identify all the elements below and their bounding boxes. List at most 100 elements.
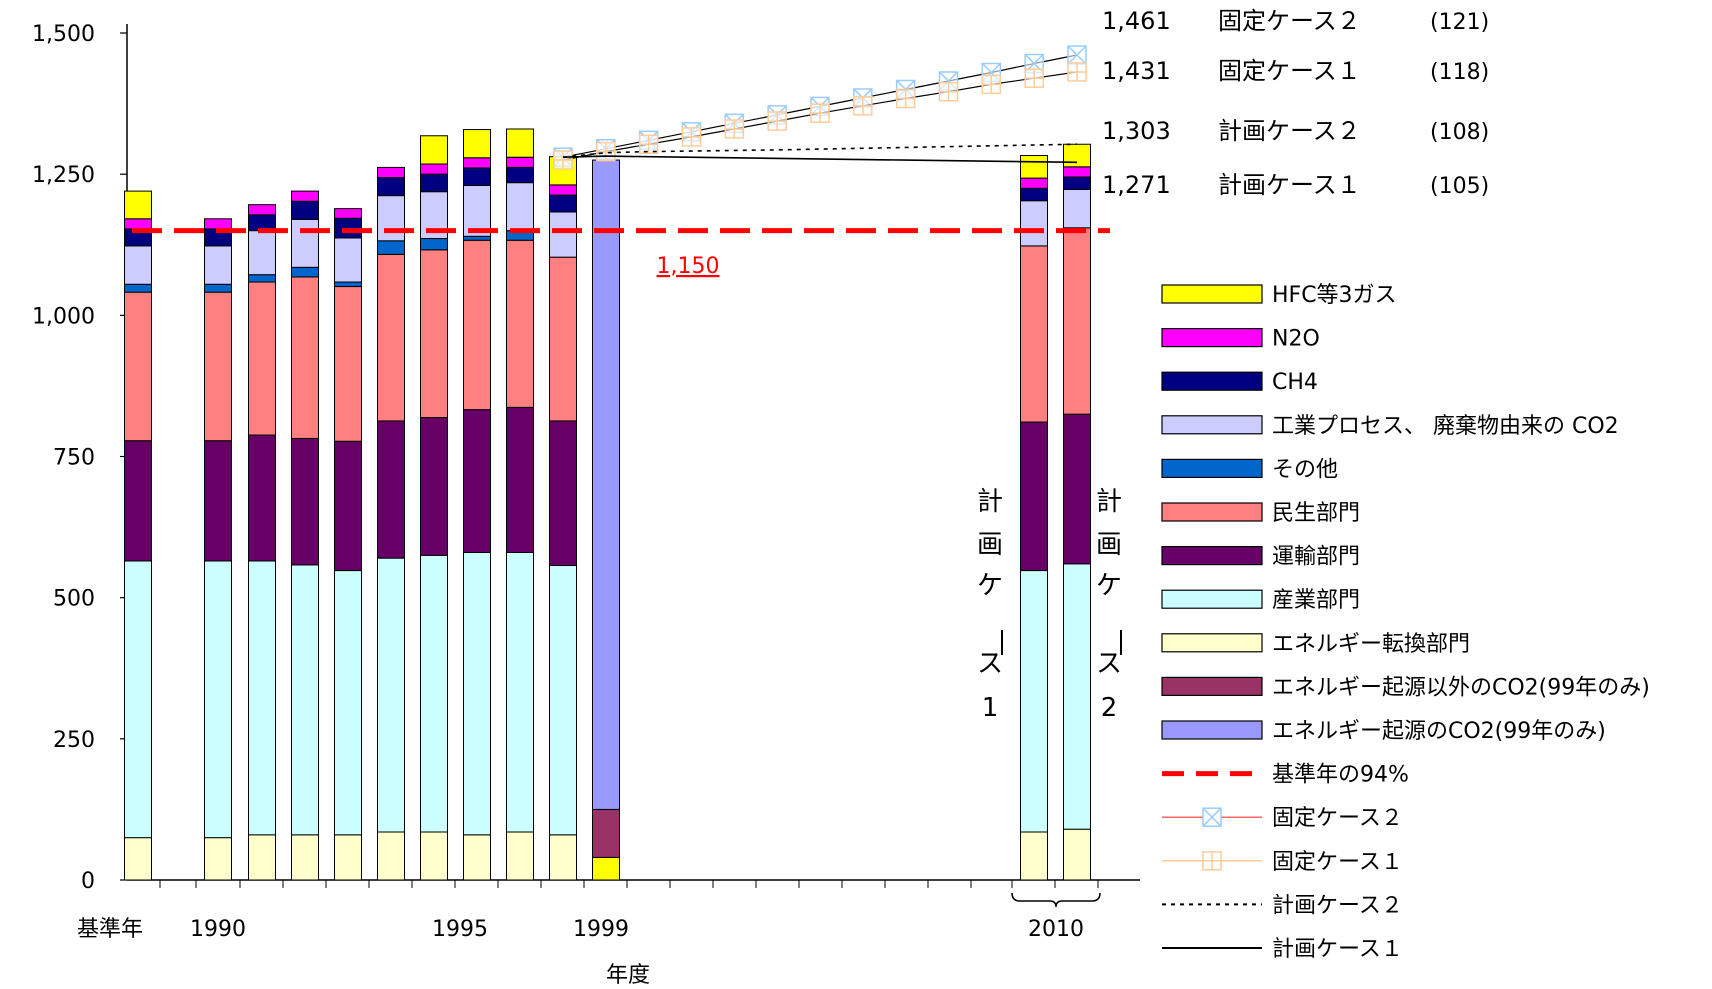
legend-swatch-marker xyxy=(1202,807,1222,827)
bar-segment xyxy=(506,166,534,184)
bar-segment xyxy=(1063,828,1091,881)
bar-segment xyxy=(592,856,620,881)
bar-segment xyxy=(420,173,448,193)
vertical-label-char: 2 xyxy=(1101,693,1118,723)
projection-marker-plus xyxy=(811,104,829,123)
legend-label: エネルギー転換部門 xyxy=(1272,632,1470,657)
bar-segment xyxy=(1020,421,1048,572)
projection-marker-plus xyxy=(725,119,744,138)
legend-swatch xyxy=(1161,633,1263,653)
bar-segment xyxy=(506,182,534,232)
legend-label: 固定ケース１ xyxy=(1272,850,1403,875)
case-index-label: (118) xyxy=(1430,60,1489,85)
bar-segment xyxy=(549,256,577,422)
bar-segment xyxy=(291,564,319,836)
bar-segment xyxy=(334,834,362,881)
vertical-label-char: ス xyxy=(1096,649,1122,679)
bar-segment xyxy=(463,409,491,553)
bar-segment xyxy=(291,276,319,439)
bar-segment xyxy=(420,163,448,175)
bar-segment xyxy=(291,190,319,202)
vertical-label-char: 画 xyxy=(1096,530,1122,560)
bar-segment xyxy=(1063,188,1091,229)
bar-segment xyxy=(248,434,276,562)
bar-segment xyxy=(204,837,232,881)
bar-segment xyxy=(334,570,362,836)
bar-segment xyxy=(420,417,448,556)
projection-marker-plus xyxy=(596,142,615,161)
legend: HFC等3ガス N2O CH4 工業プロセス、 廃棄物由来の CO2 その他民生部門運輸… xyxy=(1161,283,1650,962)
bar-segment xyxy=(291,437,319,566)
projection-marker-plus xyxy=(896,89,915,108)
bar-segment xyxy=(1020,245,1048,423)
bar-segment xyxy=(463,239,491,411)
bar-segment xyxy=(291,834,319,881)
bar-segment xyxy=(463,551,491,836)
bar-segment xyxy=(377,557,405,833)
bar-segment xyxy=(248,281,276,436)
legend-label: 基準年の94% xyxy=(1272,763,1409,788)
end-value-label: 1,271 xyxy=(1102,171,1171,199)
bar-segment xyxy=(377,177,405,197)
bar-segment xyxy=(506,406,534,553)
reference-line-label: 1,150 xyxy=(657,254,720,279)
y-tick-label: 1,250 xyxy=(32,163,95,188)
bar-segment xyxy=(291,218,319,268)
bar-segment xyxy=(204,440,232,562)
legend-swatch xyxy=(1161,502,1263,522)
bar-segment xyxy=(334,237,362,283)
projection-marker-plus xyxy=(939,82,958,101)
bar-segment xyxy=(549,211,577,258)
bar-segment xyxy=(334,281,362,288)
bar-segment xyxy=(377,253,405,422)
bar-segment xyxy=(463,157,491,169)
legend-label: エネルギー起源のCO2(99年のみ) xyxy=(1272,719,1606,744)
vertical-label-char: 計 xyxy=(977,487,1003,517)
bar-segment xyxy=(124,218,152,230)
legend-swatch xyxy=(1161,284,1263,304)
bar-segment xyxy=(1063,563,1091,830)
case-index-label: (105) xyxy=(1430,174,1489,199)
y-tick-label: 250 xyxy=(53,728,95,753)
bar-segment xyxy=(248,230,276,276)
x-tick-label: 1990 xyxy=(190,917,246,942)
bar-segment xyxy=(377,195,405,242)
projection-marker-plus xyxy=(1025,69,1044,88)
y-tick-label: 500 xyxy=(53,587,95,612)
bar-segment xyxy=(1020,177,1048,189)
projection-marker-plus xyxy=(639,135,658,154)
projection-marker-cross xyxy=(1067,45,1087,65)
bar-segment xyxy=(334,208,362,219)
bar-segment xyxy=(334,217,362,239)
projection-lines xyxy=(132,45,1110,234)
stacked-bars xyxy=(124,128,1091,881)
year-2010-brace xyxy=(1011,892,1101,908)
projection-marker-plus xyxy=(768,112,787,131)
bar-segment xyxy=(124,245,152,285)
legend-swatch xyxy=(1161,458,1263,478)
end-value-label: 1,431 xyxy=(1102,57,1171,85)
vertical-label-char: 1 xyxy=(982,693,999,723)
projection-line xyxy=(562,155,1078,164)
bar-segment xyxy=(549,834,577,881)
case-index-label: (108) xyxy=(1430,120,1489,145)
legend-label: HFC等3ガス xyxy=(1272,283,1397,308)
bar-segment xyxy=(377,166,405,179)
bar-segment xyxy=(248,274,276,283)
x-tick-label: 1995 xyxy=(432,917,488,942)
bar-segment xyxy=(1063,176,1091,190)
legend-label: エネルギー起源以外のCO2(99年のみ) xyxy=(1272,675,1650,700)
projection-marker-plus xyxy=(982,75,1001,94)
bar-segment xyxy=(1020,831,1048,881)
bar-segment xyxy=(291,266,319,278)
legend-label: その他 xyxy=(1272,457,1338,482)
bar-segment xyxy=(463,235,491,241)
legend-swatch-marker xyxy=(1203,851,1221,870)
bar-segment xyxy=(463,167,491,186)
bar-segment xyxy=(204,291,232,442)
bar-segment xyxy=(506,551,534,833)
legend-label: 工業プロセス、 廃棄物由来の CO2 xyxy=(1272,414,1619,439)
bar-segment xyxy=(291,200,319,220)
x-axis-title: 年度 xyxy=(606,963,650,988)
vertical-label-char: 計 xyxy=(1096,487,1122,517)
